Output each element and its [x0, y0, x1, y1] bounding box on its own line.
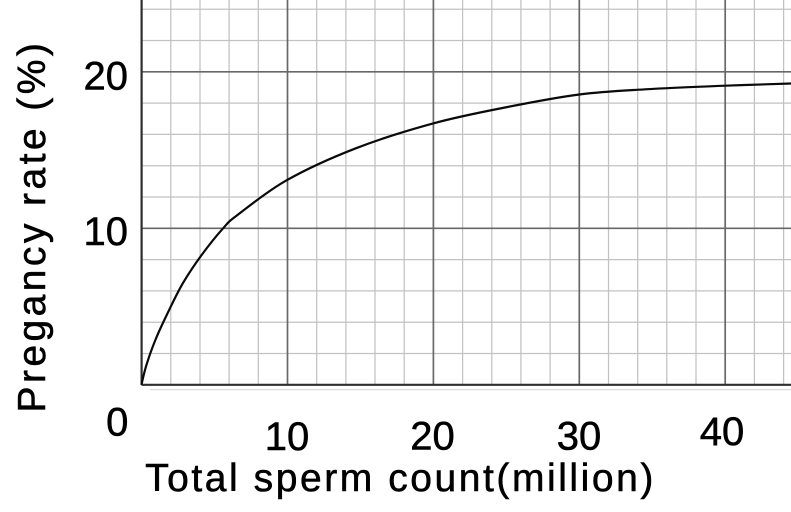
svg-text:40: 40 — [700, 410, 745, 454]
svg-text:10: 10 — [265, 415, 310, 459]
svg-text:10: 10 — [84, 210, 129, 254]
svg-text:30: 30 — [557, 415, 602, 459]
svg-text:20: 20 — [84, 55, 129, 99]
svg-text:20: 20 — [410, 415, 455, 459]
svg-text:Total sperm count(million): Total sperm count(million) — [145, 457, 656, 500]
svg-text:Pregancy rate (%): Pregancy rate (%) — [11, 40, 54, 413]
svg-text:0: 0 — [106, 400, 128, 444]
